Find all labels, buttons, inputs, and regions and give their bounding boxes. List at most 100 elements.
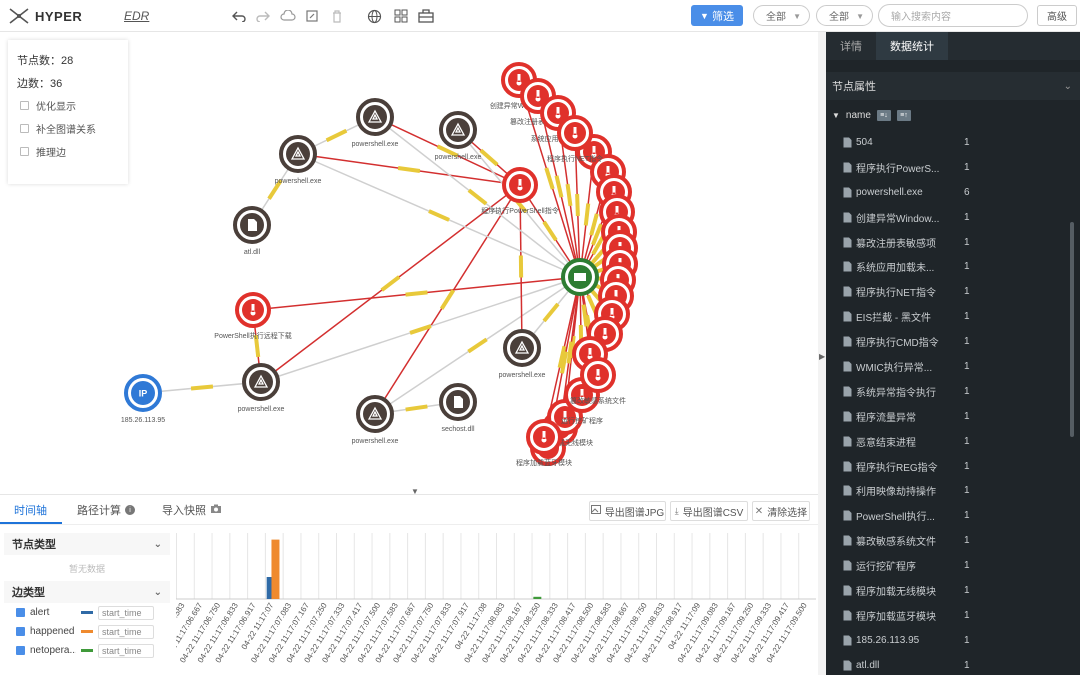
option-inference-edges[interactable]: 推理边 bbox=[17, 140, 119, 163]
grid-layout-icon[interactable] bbox=[391, 6, 411, 26]
tab-data-stats[interactable]: 数据统计 bbox=[876, 32, 948, 60]
scope-select-1[interactable]: 全部 ▼ bbox=[753, 5, 810, 26]
option-complete-relations[interactable]: 补全图谱关系 bbox=[17, 117, 119, 140]
panel-splitter[interactable]: ▶ bbox=[818, 32, 826, 675]
alert-node[interactable]: 程序执行PowerShell指令 bbox=[481, 167, 559, 215]
process-node[interactable]: powershell.exe bbox=[275, 135, 322, 185]
pin-icon[interactable] bbox=[302, 6, 322, 26]
alert-node[interactable]: 程序加载蓝牙模块 bbox=[516, 419, 572, 467]
graph-canvas[interactable]: 创建异常Window... 篡改注册表敏感项 系统应用加载未... 程序执行NET指令… bbox=[0, 32, 818, 487]
globe-icon[interactable] bbox=[364, 6, 384, 26]
tab-details[interactable]: 详情 bbox=[840, 41, 862, 53]
attribute-label: 程序执行PowerS... bbox=[856, 163, 940, 175]
attribute-item[interactable]: 185.26.113.95 1 bbox=[826, 628, 1080, 653]
file-node[interactable]: sechost.dll bbox=[439, 383, 477, 433]
attribute-item[interactable]: atl.dll 1 bbox=[826, 653, 1080, 678]
attribute-item[interactable]: 程序执行NET指令 1 bbox=[826, 279, 1080, 304]
file-node[interactable]: atl.dll bbox=[233, 206, 271, 256]
sort-asc-icon[interactable]: ≡↓ bbox=[876, 109, 891, 121]
checkbox-checked[interactable] bbox=[16, 646, 25, 655]
clear-selection-button[interactable]: ✕ 清除选择 bbox=[752, 501, 810, 521]
process-node[interactable]: powershell.exe bbox=[499, 329, 546, 379]
process-node[interactable]: powershell.exe bbox=[435, 111, 482, 161]
attribute-item[interactable]: 程序执行CMD指令 1 bbox=[826, 329, 1080, 354]
process-node[interactable]: powershell.exe bbox=[352, 98, 399, 148]
process-node[interactable]: powershell.exe bbox=[352, 395, 399, 445]
attribute-item[interactable]: 篡改注册表敏感项 1 bbox=[826, 230, 1080, 255]
alert-node[interactable]: 程序执行NET指令 bbox=[547, 115, 603, 163]
attribute-item[interactable]: 程序执行REG指令 1 bbox=[826, 454, 1080, 479]
attribute-item[interactable]: 运行挖矿程序 1 bbox=[826, 553, 1080, 578]
tab-timeline[interactable]: 时间轴 bbox=[14, 502, 47, 518]
alert-node[interactable]: 篡改敏感系统文件 bbox=[570, 357, 626, 405]
node-attributes-section[interactable]: 节点属性 ⌄ bbox=[826, 72, 1080, 100]
ip-node[interactable]: IP 185.26.113.95 bbox=[121, 374, 165, 424]
attribute-item[interactable]: 系统异常指令执行 1 bbox=[826, 379, 1080, 404]
bar-netopera[interactable] bbox=[533, 596, 542, 599]
attribute-item[interactable]: EIS拦截 - 黑文件 1 bbox=[826, 304, 1080, 329]
attribute-item[interactable]: 程序执行PowerS... 1 bbox=[826, 155, 1080, 180]
edge-label bbox=[436, 144, 459, 158]
bar-alert[interactable] bbox=[266, 577, 275, 599]
redo-icon[interactable] bbox=[253, 6, 273, 26]
search-input[interactable]: 输入搜索内容 bbox=[878, 4, 1028, 27]
scope-select-2[interactable]: 全部 ▼ bbox=[816, 5, 873, 26]
field-name-row[interactable]: ▼ name ≡↓ ≡↑ bbox=[826, 100, 1080, 130]
scrollbar[interactable] bbox=[1070, 222, 1074, 437]
attribute-item[interactable]: 利用映像劫持操作 1 bbox=[826, 478, 1080, 503]
attribute-item[interactable]: 504 1 bbox=[826, 130, 1080, 155]
checkbox[interactable] bbox=[20, 147, 29, 156]
attribute-item[interactable]: WMIC执行异常... 1 bbox=[826, 354, 1080, 379]
edge-type-row[interactable]: happened start_time bbox=[4, 622, 170, 641]
attribute-item[interactable]: PowerShell执行... 1 bbox=[826, 503, 1080, 528]
attribute-item[interactable]: 程序流量异常 1 bbox=[826, 404, 1080, 429]
edge-type-header[interactable]: 边类型 ⌄ bbox=[4, 581, 170, 603]
network-hub-node[interactable] bbox=[561, 258, 599, 296]
export-csv-button[interactable]: ⤓ 导出图谱CSV bbox=[670, 501, 748, 521]
export-jpg-button[interactable]: 导出图谱JPG bbox=[589, 501, 666, 521]
edge-field-select[interactable]: start_time bbox=[98, 624, 154, 639]
attribute-item[interactable]: 程序加载蓝牙模块 1 bbox=[826, 603, 1080, 628]
cloud-icon[interactable] bbox=[278, 6, 298, 26]
checkbox-checked[interactable] bbox=[16, 627, 25, 636]
node-label: PowerShell执行远程下载 bbox=[214, 331, 291, 340]
alert-node[interactable]: PowerShell执行远程下载 bbox=[214, 292, 292, 340]
attribute-item[interactable]: 恶意结束进程 1 bbox=[826, 429, 1080, 454]
option-optimize-display[interactable]: 优化显示 bbox=[17, 94, 119, 117]
attribute-count: 1 bbox=[964, 634, 970, 646]
module-title[interactable]: EDR bbox=[124, 9, 150, 23]
attribute-count: 1 bbox=[964, 609, 970, 621]
edge-field-select[interactable]: start_time bbox=[98, 643, 154, 658]
tab-import-snapshot[interactable]: 导入快照 bbox=[162, 502, 222, 518]
bottom-panel: 时间轴 路径计算 i 导入快照 导出图谱JPG ⤓ 导出图谱CSV ✕ 清除选择 节点… bbox=[0, 494, 818, 675]
tab-path-calc[interactable]: 路径计算 i bbox=[77, 502, 135, 518]
edge-type-row[interactable]: netopera... start_time bbox=[4, 641, 170, 660]
edge-label bbox=[479, 148, 499, 167]
edge-type-row[interactable]: alert start_time bbox=[4, 603, 170, 622]
undo-icon[interactable] bbox=[229, 6, 249, 26]
attribute-item[interactable]: 系统应用加载未... 1 bbox=[826, 254, 1080, 279]
process-node[interactable]: powershell.exe bbox=[238, 363, 285, 413]
attribute-item[interactable]: powershell.exe 6 bbox=[826, 180, 1080, 205]
expand-arrow-icon[interactable]: ▶ bbox=[819, 352, 826, 361]
graph-svg[interactable]: 创建异常Window...篡改注册表敏感项系统应用加载未...程序执行NET指令… bbox=[0, 32, 818, 487]
bar-happened[interactable] bbox=[271, 539, 280, 599]
node-type-header[interactable]: 节点类型 ⌄ bbox=[4, 533, 170, 555]
sort-desc-icon[interactable]: ≡↑ bbox=[896, 109, 911, 121]
toolbox-icon[interactable] bbox=[416, 6, 436, 26]
checkbox[interactable] bbox=[20, 101, 29, 110]
file-icon bbox=[843, 162, 852, 173]
collapse-panel-icon[interactable]: ▼ bbox=[411, 487, 419, 496]
checkbox-checked[interactable] bbox=[16, 608, 25, 617]
edge-type-name: happened bbox=[30, 626, 75, 637]
filter-button[interactable]: ▼ 筛选 bbox=[691, 5, 743, 26]
advanced-button[interactable]: 高级 bbox=[1037, 5, 1077, 26]
delete-icon[interactable] bbox=[327, 6, 347, 26]
edge-field-select[interactable]: start_time bbox=[98, 605, 154, 620]
checkbox[interactable] bbox=[20, 124, 29, 133]
attribute-item[interactable]: 程序加载无线模块 1 bbox=[826, 578, 1080, 603]
attribute-item[interactable]: 创建异常Window... 1 bbox=[826, 205, 1080, 230]
node-count: 节点数：28 bbox=[17, 54, 74, 67]
attribute-item[interactable]: 篡改敏感系统文件 1 bbox=[826, 528, 1080, 553]
